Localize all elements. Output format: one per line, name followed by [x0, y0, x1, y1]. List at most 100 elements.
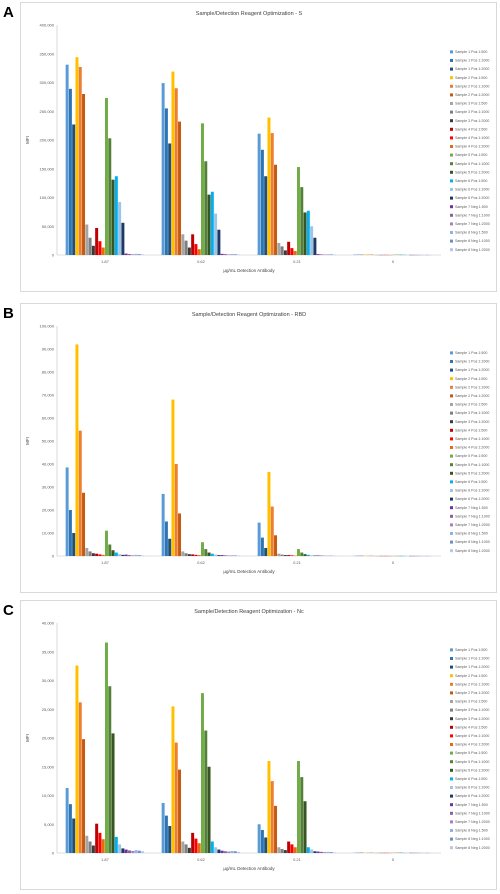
bar — [214, 213, 218, 255]
legend-label: Sample 4 Pos 1:500 — [455, 725, 487, 729]
bar — [191, 234, 195, 255]
legend-swatch — [450, 102, 453, 105]
bar — [280, 848, 284, 853]
bar — [85, 835, 89, 853]
legend-swatch — [450, 127, 453, 131]
bar — [91, 553, 95, 556]
legend-swatch — [450, 377, 453, 381]
bar — [257, 522, 261, 556]
bar — [316, 851, 320, 853]
legend-swatch — [450, 717, 453, 721]
legend-swatch — [450, 119, 453, 123]
bar — [217, 555, 221, 556]
bar — [329, 254, 333, 255]
bar — [141, 254, 145, 255]
legend-label: Sample 8 Neg 1:2000 — [455, 549, 490, 553]
y-tick-label: 5,000 — [44, 822, 55, 827]
legend-label: Sample 3 Pos 1:1000 — [455, 110, 489, 114]
bar — [237, 851, 241, 853]
bar — [310, 849, 314, 853]
legend-label: Sample 4 Pos 1:2000 — [455, 446, 489, 450]
legend-swatch — [450, 213, 453, 217]
bar — [72, 818, 76, 853]
y-tick-label: 70,000 — [42, 393, 55, 398]
y-tick-label: 40,000 — [42, 621, 55, 626]
bar — [171, 706, 175, 853]
bar — [68, 804, 72, 853]
bar — [303, 554, 307, 556]
bar — [310, 226, 314, 255]
legend-label: Sample 6 Pos 1:2000 — [455, 196, 489, 200]
legend-label: Sample 1 Pos 1:500 — [455, 50, 487, 54]
legend-label: Sample 4 Pos 1:2000 — [455, 145, 489, 149]
y-tick-label: 30,000 — [42, 678, 55, 683]
legend-swatch — [450, 471, 453, 475]
y-tick-label: 90,000 — [42, 347, 55, 352]
legend-label: Sample 8 Neg 1:2000 — [455, 846, 490, 850]
y-tick-label: 250,000 — [40, 109, 55, 114]
bar — [184, 553, 188, 556]
legend-label: Sample 1 Pos 1:1000 — [455, 360, 489, 364]
bar — [204, 161, 208, 255]
bar — [118, 202, 122, 255]
bar — [168, 538, 172, 556]
legend-swatch — [450, 170, 453, 174]
chart-rbd-frame: Sample/Detection Reagent Optimization - … — [20, 303, 497, 593]
legend-swatch — [450, 403, 453, 406]
bar — [181, 841, 185, 853]
bar — [306, 847, 310, 853]
legend-swatch — [450, 846, 453, 850]
legend-label: Sample 7 Neg 1:2000 — [455, 222, 490, 226]
legend-swatch — [450, 239, 453, 243]
bar — [78, 702, 82, 853]
bar — [161, 83, 165, 255]
bar — [171, 71, 175, 255]
legend-label: Sample 7 Neg 1:1000 — [455, 213, 490, 217]
bar — [257, 824, 261, 853]
bar — [283, 250, 287, 255]
bar — [267, 761, 271, 853]
legend-swatch — [450, 437, 453, 441]
legend-label: Sample 8 Neg 1:2000 — [455, 248, 490, 252]
bar — [137, 254, 141, 255]
legend-label: Sample 6 Pos 1:1000 — [455, 188, 489, 192]
bar — [164, 108, 168, 255]
legend-label: Sample 3 Pos 1:2000 — [455, 420, 489, 424]
legend-label: Sample 3 Pos 1:500 — [455, 700, 487, 704]
x-tick-label: 0 — [392, 857, 395, 862]
bar — [270, 781, 274, 853]
legend-swatch — [450, 179, 453, 183]
legend-label: Sample 5 Pos 1:2000 — [455, 768, 489, 772]
legend-swatch — [450, 648, 453, 652]
legend-swatch — [450, 768, 453, 772]
bar — [233, 851, 237, 853]
bar — [223, 254, 227, 255]
legend-swatch — [450, 420, 453, 424]
legend-label: Sample 5 Pos 1:1000 — [455, 760, 489, 764]
bar — [237, 254, 241, 255]
bar — [303, 212, 307, 255]
y-axis-label: MFI — [25, 734, 30, 742]
legend-label: Sample 8 Neg 1:1000 — [455, 837, 490, 841]
bar — [316, 254, 320, 255]
bar — [220, 850, 224, 853]
bar — [134, 850, 138, 853]
legend-swatch — [450, 803, 453, 807]
chart-s-frame: Sample/Detection Reagent Optimization - … — [20, 2, 497, 292]
bar — [95, 553, 99, 556]
legend-label: Sample 6 Pos 1:2000 — [455, 794, 489, 798]
bar — [131, 555, 135, 556]
bar — [194, 838, 198, 853]
legend-swatch — [450, 523, 453, 527]
bar — [191, 554, 195, 556]
bar — [127, 850, 131, 853]
bar — [88, 551, 92, 556]
bar — [293, 250, 297, 255]
legend-label: Sample 7 Neg 1:500 — [455, 506, 488, 510]
bar — [207, 766, 211, 853]
legend-label: Sample 2 Pos 1:2000 — [455, 691, 489, 695]
y-tick-label: 40,000 — [42, 462, 55, 467]
legend-label: Sample 6 Pos 1:2000 — [455, 497, 489, 501]
legend-label: Sample 4 Pos 1:2000 — [455, 743, 489, 747]
bar — [217, 849, 221, 853]
